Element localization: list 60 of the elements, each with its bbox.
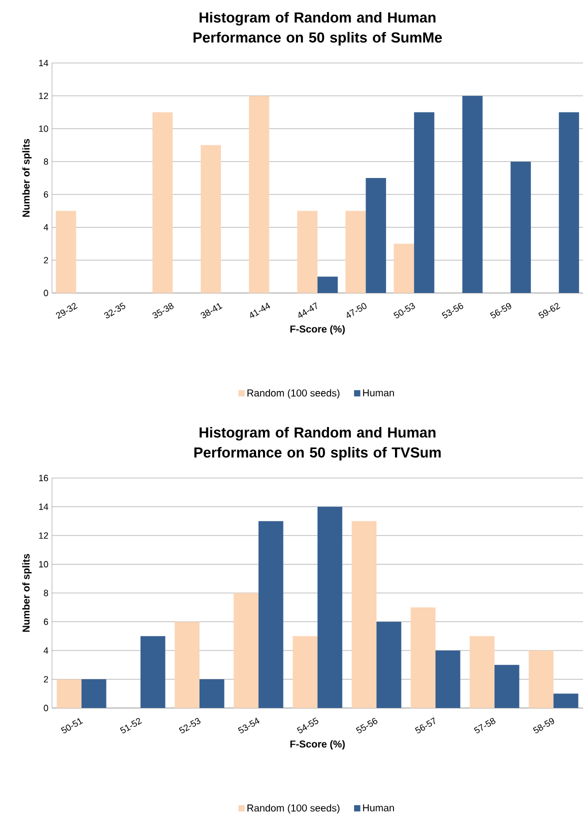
- bar: [318, 276, 338, 293]
- x-axis-title: F-Score (%): [290, 325, 345, 335]
- y-tick-label: 2: [44, 676, 48, 682]
- y-tick-label: 2: [44, 256, 48, 264]
- bar: [152, 112, 173, 293]
- y-tick-label: 10: [39, 561, 48, 568]
- bar: [558, 112, 580, 293]
- bar: [297, 210, 318, 293]
- x-tick-label: 44-47: [298, 302, 318, 318]
- bar: [470, 636, 494, 708]
- y-tick-label: 10: [39, 126, 48, 132]
- y-tick-label: 0: [44, 290, 48, 296]
- bar: [394, 244, 414, 293]
- bar: [82, 679, 106, 708]
- x-tick-label: 41-44: [250, 302, 270, 318]
- bar: [56, 679, 82, 708]
- y-tick-label: 0: [44, 704, 48, 712]
- bar: [258, 521, 284, 708]
- y-tick-label: 8: [44, 590, 48, 596]
- bar: [200, 679, 224, 708]
- legend-label: Human: [363, 804, 394, 812]
- bar: [462, 96, 483, 293]
- bar: [140, 636, 166, 708]
- y-tick-label: 4: [44, 224, 48, 230]
- y-tick-label: 12: [39, 92, 48, 99]
- legend-label: Human: [363, 389, 394, 396]
- bar: [248, 96, 270, 293]
- y-axis-title: Number of splits: [22, 138, 32, 217]
- bar: [528, 650, 554, 708]
- x-tick-label: 47-50: [346, 303, 366, 318]
- bar: [376, 622, 402, 708]
- y-tick-label: 8: [44, 158, 48, 165]
- y-tick-label: 14: [39, 504, 48, 510]
- bar: [554, 694, 578, 708]
- bar: [366, 178, 386, 293]
- bar: [352, 521, 376, 708]
- chart-title: Histogram of Random and Human Performance on 50 splits of TVSum: [194, 426, 441, 460]
- y-tick-label: 6: [44, 191, 48, 198]
- bar: [436, 650, 460, 708]
- bar: [200, 145, 221, 293]
- bar: [414, 112, 434, 293]
- bar: [234, 593, 258, 708]
- chart-title: Histogram of Random and Human Performance on 50 splits of SumMe: [194, 12, 442, 46]
- legend-label: Random (100 seeds): [248, 804, 340, 814]
- bar: [494, 664, 520, 708]
- y-axis-title: Number of splits: [22, 554, 32, 632]
- bar: [56, 210, 76, 293]
- bar: [174, 622, 200, 708]
- bar: [346, 210, 366, 293]
- legend-label: Random (100 seeds): [248, 389, 340, 399]
- bar: [410, 607, 436, 708]
- bar: [318, 506, 342, 708]
- y-tick-label: 14: [39, 60, 48, 66]
- y-tick-label: 6: [44, 618, 48, 625]
- y-tick-label: 4: [44, 647, 48, 654]
- bar: [292, 636, 318, 708]
- x-axis-title: F-Score (%): [290, 740, 345, 750]
- y-tick-label: 12: [39, 532, 48, 539]
- bar: [510, 162, 531, 293]
- y-tick-label: 16: [39, 474, 48, 482]
